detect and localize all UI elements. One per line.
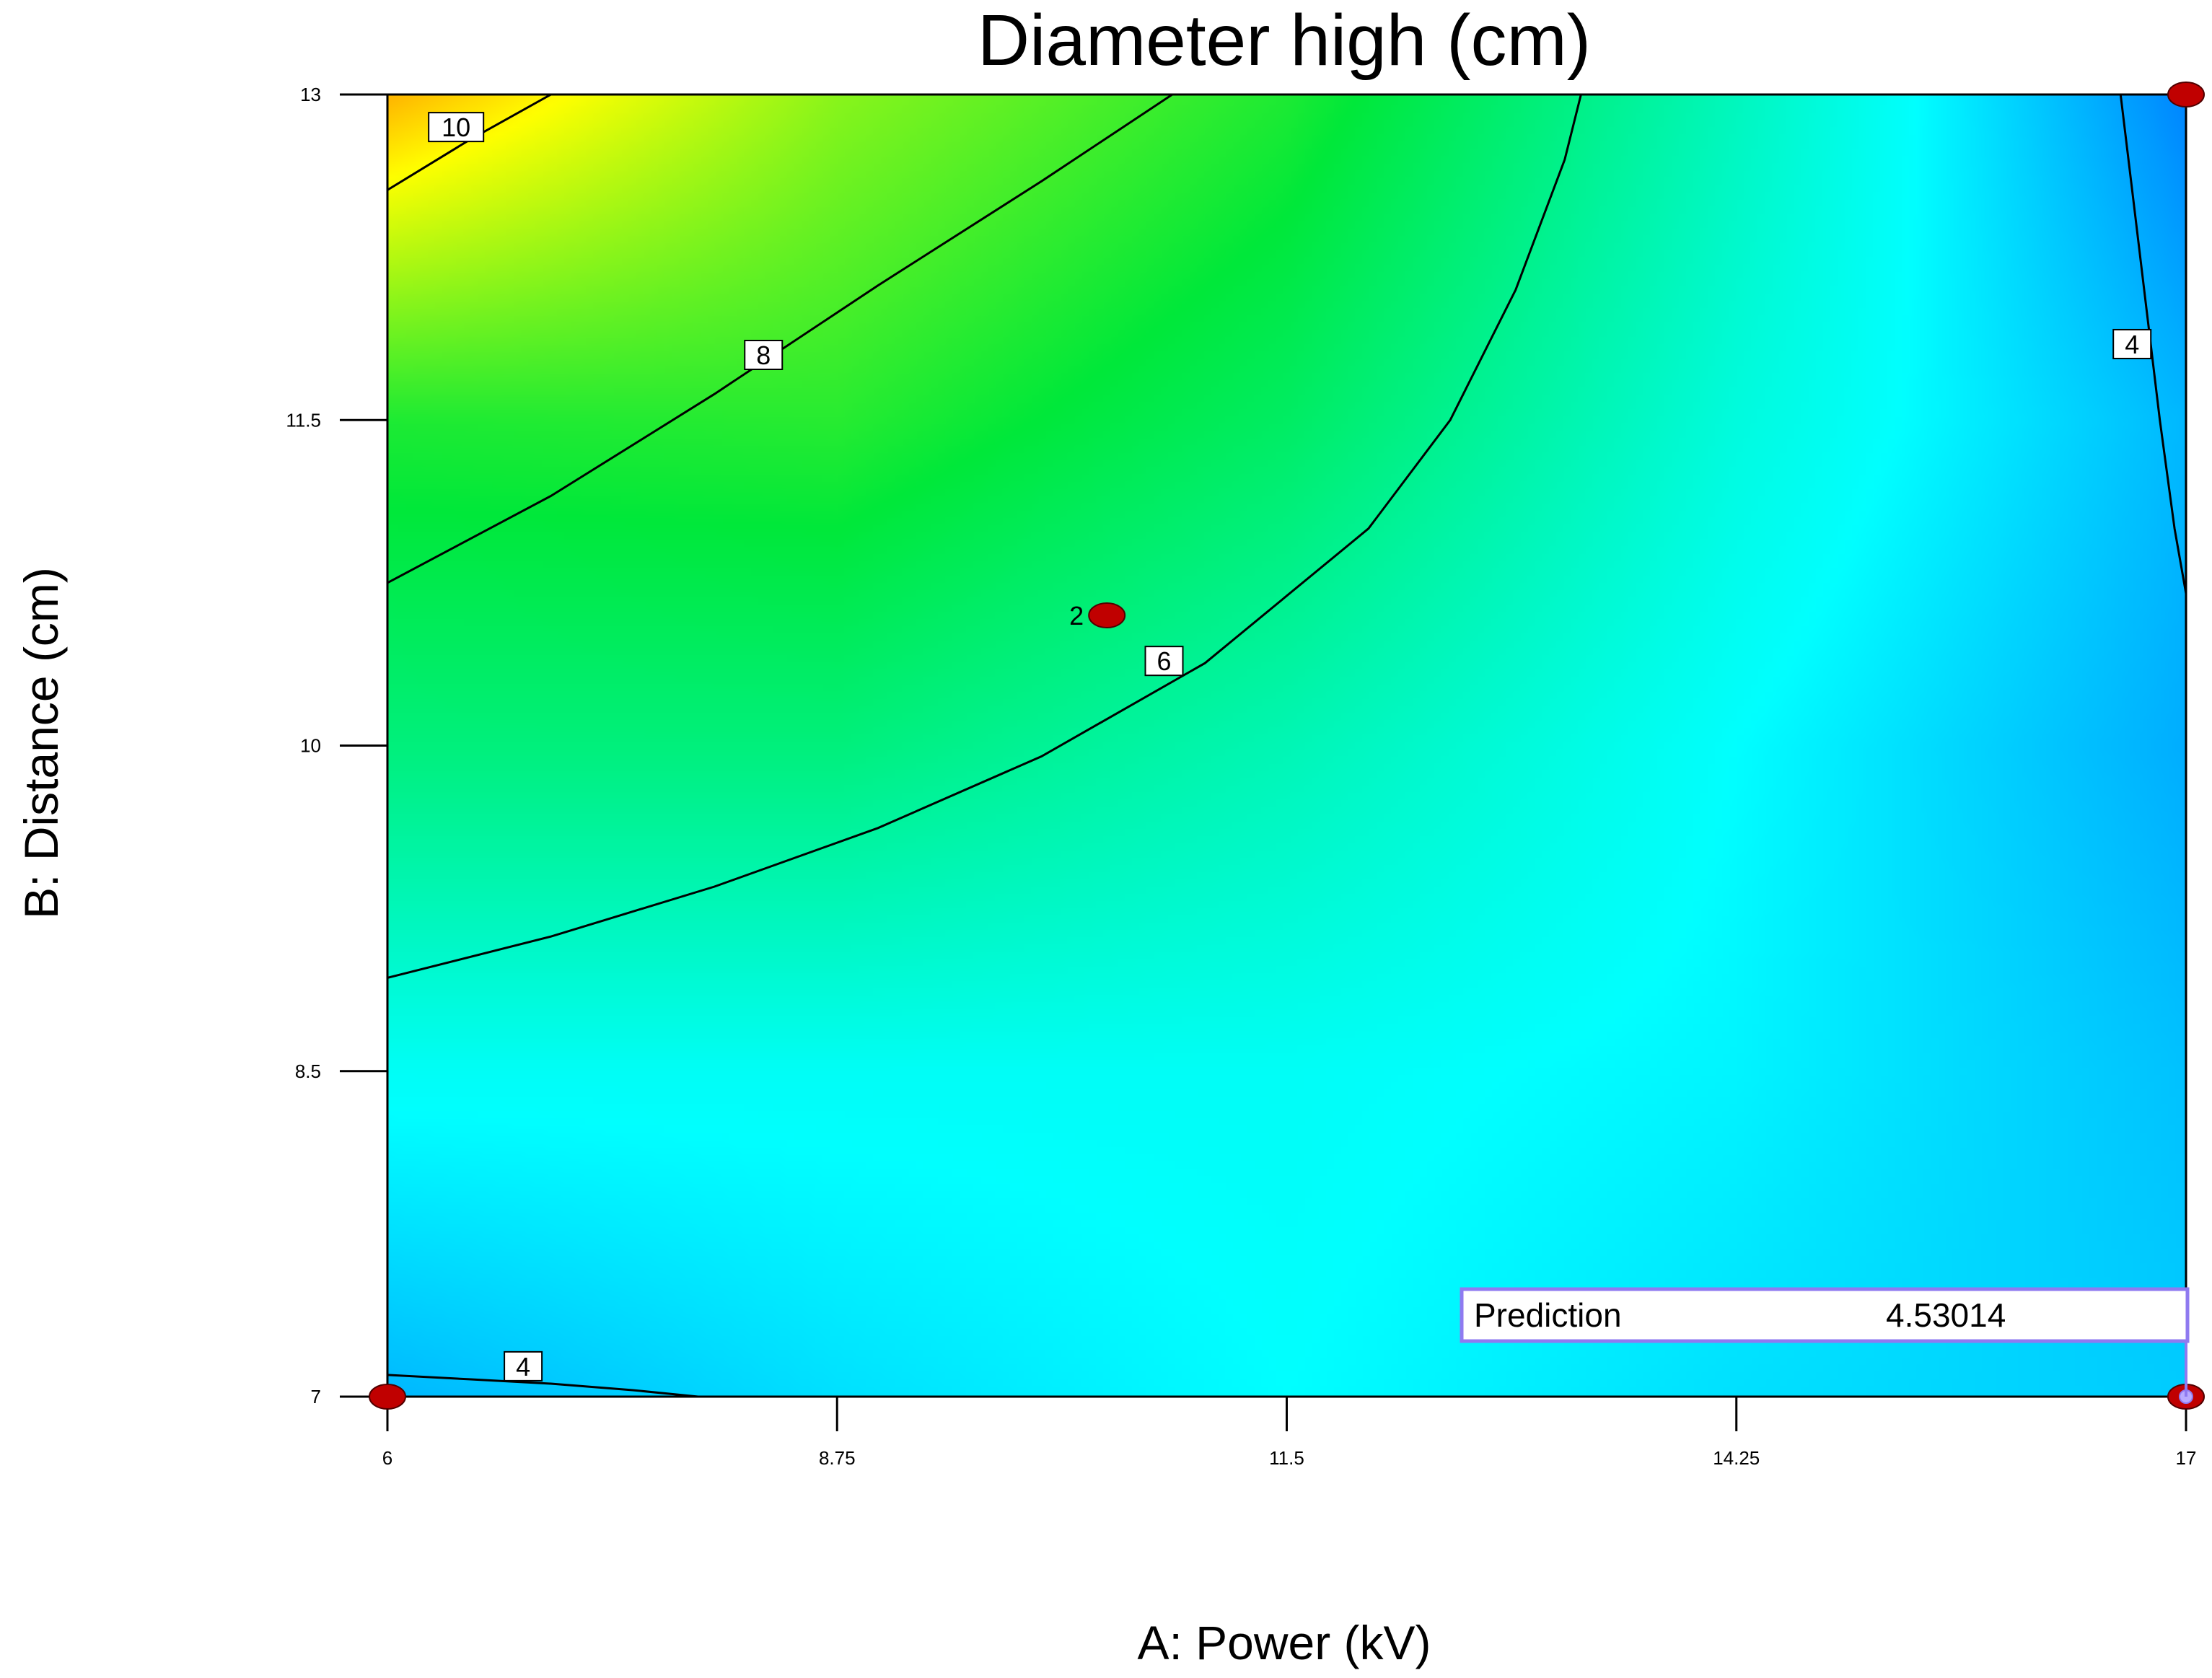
y-tick-label: 13	[300, 84, 321, 105]
contour-line	[2119, 95, 2186, 594]
design-point-count: 2	[1069, 601, 1084, 631]
contour-label: 6	[1157, 646, 1172, 676]
color-surface	[387, 95, 2186, 1397]
contour-labels: 10 8 6 4 4	[428, 112, 2152, 1382]
design-points: 2	[369, 82, 2205, 1410]
y-tick-label: 11.5	[286, 409, 321, 431]
prediction-frame	[1460, 1287, 2190, 1343]
design-point	[1088, 602, 1126, 628]
contour-line	[387, 95, 1582, 979]
x-tick-label: 11.5	[1269, 1447, 1304, 1469]
contour-label: 4	[2125, 330, 2139, 359]
y-axis: 7 8.5 10 11.5 13	[286, 84, 387, 1407]
x-tick-label: 6	[382, 1447, 392, 1469]
contour-label: 10	[442, 113, 470, 142]
contour-label: 8	[756, 341, 771, 370]
y-axis-title: B: Distance (cm)	[14, 567, 68, 919]
y-tick-label: 10	[300, 735, 321, 757]
x-axis-title: A: Power (kV)	[1137, 1616, 1431, 1669]
design-point	[2167, 82, 2205, 107]
contour-line	[387, 1374, 698, 1397]
y-tick-label: 8.5	[295, 1060, 321, 1082]
contour-label: 4	[516, 1352, 530, 1382]
contour-label-box	[1144, 646, 1184, 677]
contour-label-box	[2112, 328, 2152, 359]
x-tick-label: 14.25	[1713, 1447, 1760, 1469]
contour-lines	[387, 95, 2186, 1397]
prediction-value: 4.53014	[1886, 1296, 2006, 1334]
plot-area	[386, 93, 2187, 1398]
x-tick-label: 17	[2176, 1447, 2197, 1469]
contour-line	[387, 95, 1173, 584]
contour-label-box	[504, 1350, 543, 1382]
prediction-box: Prediction 4.53014	[1460, 1287, 2190, 1397]
design-point	[369, 1384, 406, 1410]
x-axis: 6 8.75 11.5 14.25 17	[382, 1397, 2197, 1469]
prediction-label: Prediction	[1474, 1296, 1622, 1334]
y-tick-label: 7	[311, 1386, 321, 1407]
chart-title: Diameter high (cm)	[978, 0, 1591, 81]
contour-label-box	[428, 112, 485, 143]
contour-label-box	[744, 340, 784, 370]
x-tick-label: 8.75	[819, 1447, 856, 1469]
